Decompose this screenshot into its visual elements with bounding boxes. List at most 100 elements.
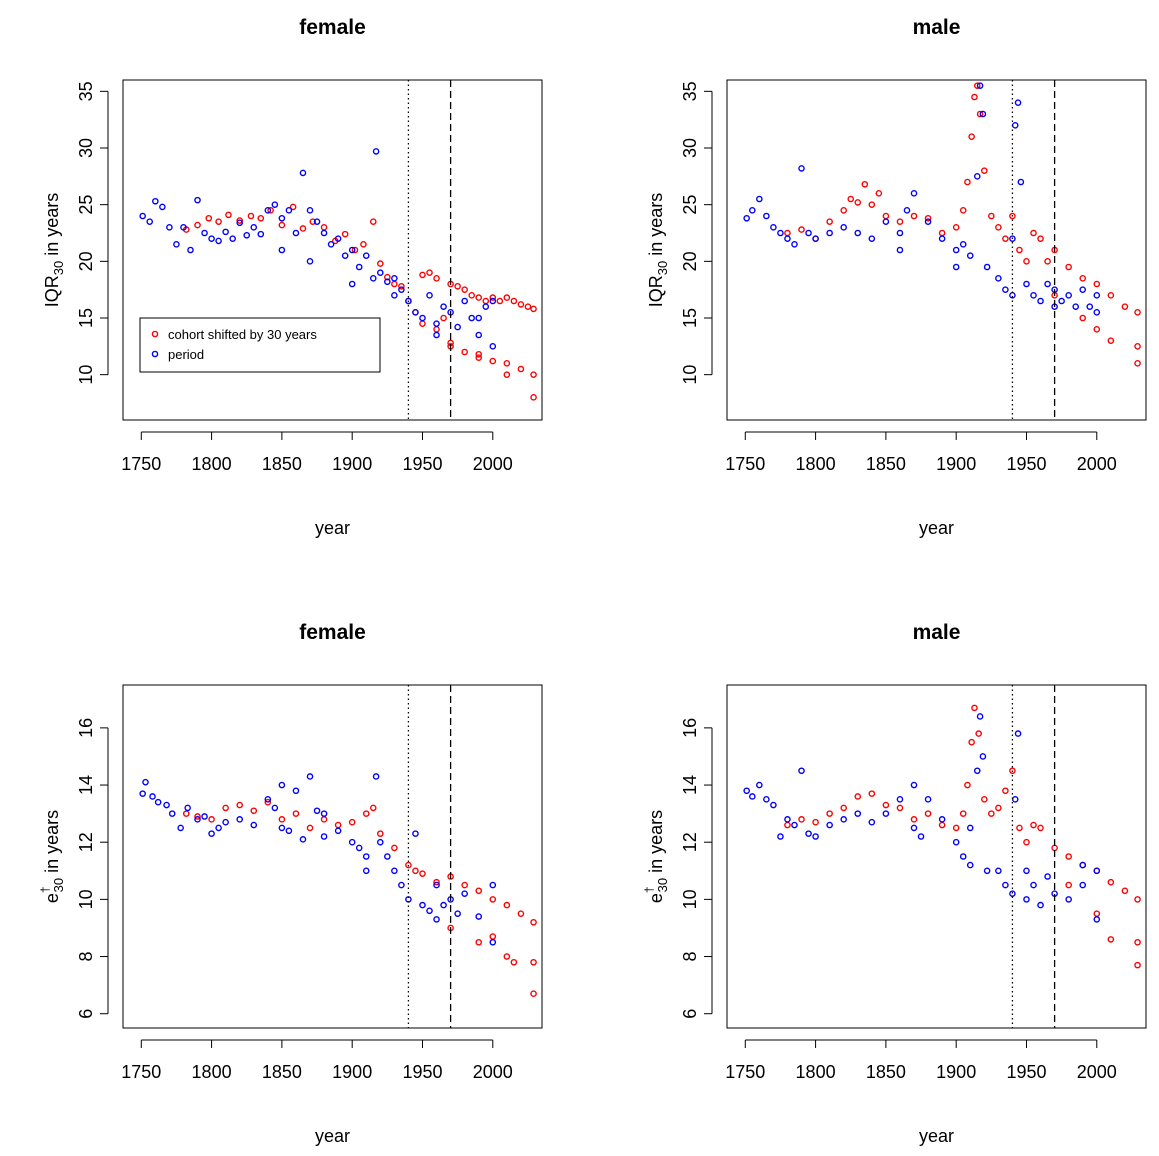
point (1030, 821, 1037, 829)
point (784, 229, 791, 237)
point (971, 93, 978, 101)
point (1051, 844, 1058, 852)
point (309, 218, 317, 225)
point (475, 294, 483, 301)
point (475, 913, 483, 920)
point (854, 810, 862, 817)
point (320, 224, 328, 231)
x-tick-label: 1850 (866, 454, 906, 474)
x-tick-label: 1750 (121, 1062, 161, 1082)
point (433, 331, 440, 339)
point (763, 212, 770, 220)
point (419, 314, 426, 322)
x-tick-label: 1800 (796, 1062, 836, 1082)
point (225, 211, 232, 219)
point (1072, 303, 1079, 310)
point (419, 271, 426, 279)
point (868, 235, 876, 242)
point (433, 881, 440, 889)
y-tick-label: 25 (76, 195, 96, 215)
point (184, 804, 191, 812)
point (805, 229, 812, 237)
point (264, 798, 272, 806)
point (372, 773, 380, 780)
point (1107, 337, 1115, 344)
point (489, 297, 497, 305)
y-label-part: in years (646, 193, 666, 261)
point (236, 816, 244, 823)
point (966, 861, 974, 869)
point (995, 804, 1002, 812)
point (1065, 881, 1072, 889)
point (461, 348, 468, 356)
point (826, 218, 833, 225)
point (756, 781, 763, 789)
point (770, 801, 777, 809)
point (1065, 896, 1072, 903)
point (882, 810, 890, 817)
point (1121, 303, 1129, 310)
point (398, 282, 405, 290)
point (222, 228, 229, 236)
point (320, 810, 328, 817)
point (440, 303, 447, 310)
point (510, 297, 518, 305)
point (461, 881, 468, 889)
y-tick-label: 15 (680, 308, 700, 328)
point (966, 252, 974, 259)
point (278, 221, 286, 229)
point (489, 343, 497, 350)
point (777, 229, 784, 237)
point (924, 214, 932, 222)
point (1107, 936, 1115, 943)
point (306, 824, 314, 832)
y-tick-label: 14 (680, 775, 700, 795)
point (959, 810, 967, 817)
point (278, 246, 286, 254)
point (489, 933, 497, 940)
point (1044, 280, 1051, 288)
x-tick-label: 2000 (1077, 1062, 1117, 1082)
point (194, 196, 201, 204)
point (461, 890, 468, 897)
point (938, 821, 946, 829)
point (433, 916, 440, 923)
point (348, 818, 356, 826)
point (398, 881, 405, 889)
x-tick-label: 1750 (725, 454, 765, 474)
point (1044, 258, 1051, 265)
y-axis-label: IQR30 in years (646, 193, 670, 308)
point (154, 798, 162, 806)
point (180, 224, 187, 231)
point (475, 350, 483, 358)
point (517, 301, 525, 308)
legend-symbol (151, 350, 159, 358)
point (952, 838, 960, 846)
point (433, 878, 440, 886)
point (976, 110, 984, 118)
point (1093, 326, 1101, 333)
point (264, 207, 272, 214)
point (267, 207, 274, 214)
point (983, 263, 991, 271)
plot-frame (122, 684, 543, 1029)
x-tick-label: 1950 (1006, 1062, 1046, 1082)
point (530, 305, 537, 313)
y-label-sub: 30 (51, 261, 66, 275)
point (530, 958, 537, 966)
point (966, 824, 974, 832)
point (334, 821, 342, 829)
point (496, 297, 504, 305)
point (475, 354, 483, 361)
point (924, 810, 932, 817)
point (976, 82, 984, 89)
y-label-sub: 30 (51, 878, 66, 892)
point (475, 331, 483, 339)
y-tick-label: 12 (76, 832, 96, 852)
point (896, 804, 904, 812)
point (854, 199, 862, 206)
y-tick-label: 30 (76, 138, 96, 158)
point (348, 246, 356, 254)
point (524, 303, 532, 310)
point (360, 241, 367, 248)
